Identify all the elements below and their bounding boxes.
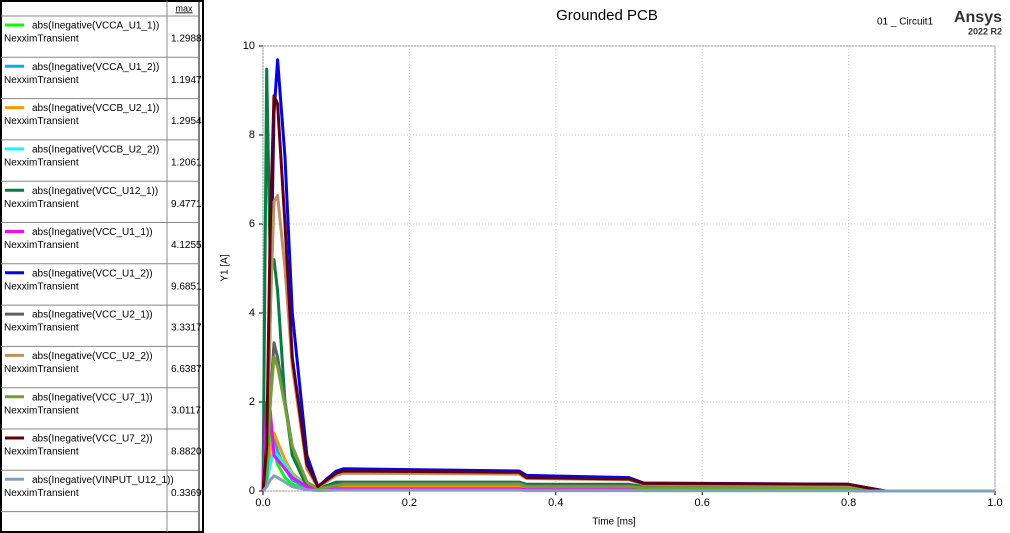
y-tick-label: 6 <box>249 218 255 230</box>
legend-solution: NexximTransient <box>4 34 79 45</box>
legend-solution: NexximTransient <box>4 405 79 416</box>
legend-solution: NexximTransient <box>4 240 79 251</box>
y-tick-label: 10 <box>243 40 255 52</box>
legend-max: 6.6387 <box>171 364 202 375</box>
legend-max: 4.1255 <box>171 240 202 251</box>
legend-solution: NexximTransient <box>4 158 79 169</box>
x-tick-label: 1.0 <box>987 497 1002 509</box>
brand: Ansys <box>954 9 1002 26</box>
legend-solution: NexximTransient <box>4 199 79 210</box>
series-line <box>261 474 995 493</box>
x-tick-label: 0.6 <box>695 497 710 509</box>
legend-solution: NexximTransient <box>4 364 79 375</box>
plot-area <box>262 45 996 492</box>
legend-solution: NexximTransient <box>4 116 79 127</box>
legend-max: 1.2988 <box>171 34 202 45</box>
legend-max: 1.1947 <box>171 75 202 86</box>
legend-max: 3.0117 <box>171 405 201 416</box>
legend-max: 9.4771 <box>171 199 202 210</box>
legend-max: 0.3369 <box>171 488 202 499</box>
x-tick-label: 0.0 <box>255 497 270 509</box>
legend-name: abs(Inegative(VINPUT_U12_1)) <box>32 475 174 486</box>
x-tick-label: 0.4 <box>548 497 563 509</box>
x-axis-label: Time [ms] <box>592 517 636 528</box>
legend-name: abs(Inegative(VCCA_U1_2)) <box>32 62 159 73</box>
x-tick-label: 0.8 <box>841 497 856 509</box>
legend-max: 9.6851 <box>171 281 202 292</box>
legend-max: 1.2061 <box>171 158 202 169</box>
legend-name: abs(Inegative(VCC_U1_1)) <box>32 227 153 238</box>
y-axis-label: Y1 [A] <box>220 254 231 281</box>
legend-solution: NexximTransient <box>4 75 79 86</box>
legend-name: abs(Inegative(VCCB_U2_2)) <box>32 145 159 156</box>
legend-header: max <box>175 3 193 13</box>
legend-panel <box>0 0 204 533</box>
legend-solution: NexximTransient <box>4 447 79 458</box>
legend-name: abs(Inegative(VCC_U2_2)) <box>32 351 153 362</box>
chart-title: Grounded PCB <box>556 7 658 24</box>
y-tick-label: 2 <box>249 396 255 408</box>
legend-name: abs(Inegative(VCC_U2_1)) <box>32 310 153 321</box>
legend-solution: NexximTransient <box>4 488 79 499</box>
y-tick-label: 0 <box>249 485 255 497</box>
design-name: 01 _ Circuit1 <box>877 17 934 28</box>
version: 2022 R2 <box>968 26 1002 36</box>
series-line <box>261 94 995 493</box>
legend-solution: NexximTransient <box>4 323 79 334</box>
y-tick-label: 4 <box>249 307 255 319</box>
legend-max: 3.3317 <box>171 323 202 334</box>
legend-name: abs(Inegative(VCC_U1_2)) <box>32 268 153 279</box>
legend-name: abs(Inegative(VCC_U12_1)) <box>32 186 158 197</box>
y-tick-label: 8 <box>249 129 255 141</box>
legend-max: 8.8820 <box>171 447 202 458</box>
series-line <box>261 355 995 493</box>
legend-name: abs(Inegative(VCC_U7_1)) <box>32 392 153 403</box>
legend-solution: NexximTransient <box>4 281 79 292</box>
legend-max: 1.2954 <box>171 116 202 127</box>
legend-name: abs(Inegative(VCC_U7_2)) <box>32 434 153 445</box>
x-tick-label: 0.2 <box>402 497 417 509</box>
legend-name: abs(Inegative(VCCA_U1_1)) <box>32 21 159 32</box>
legend-name: abs(Inegative(VCCB_U2_1)) <box>32 103 159 114</box>
